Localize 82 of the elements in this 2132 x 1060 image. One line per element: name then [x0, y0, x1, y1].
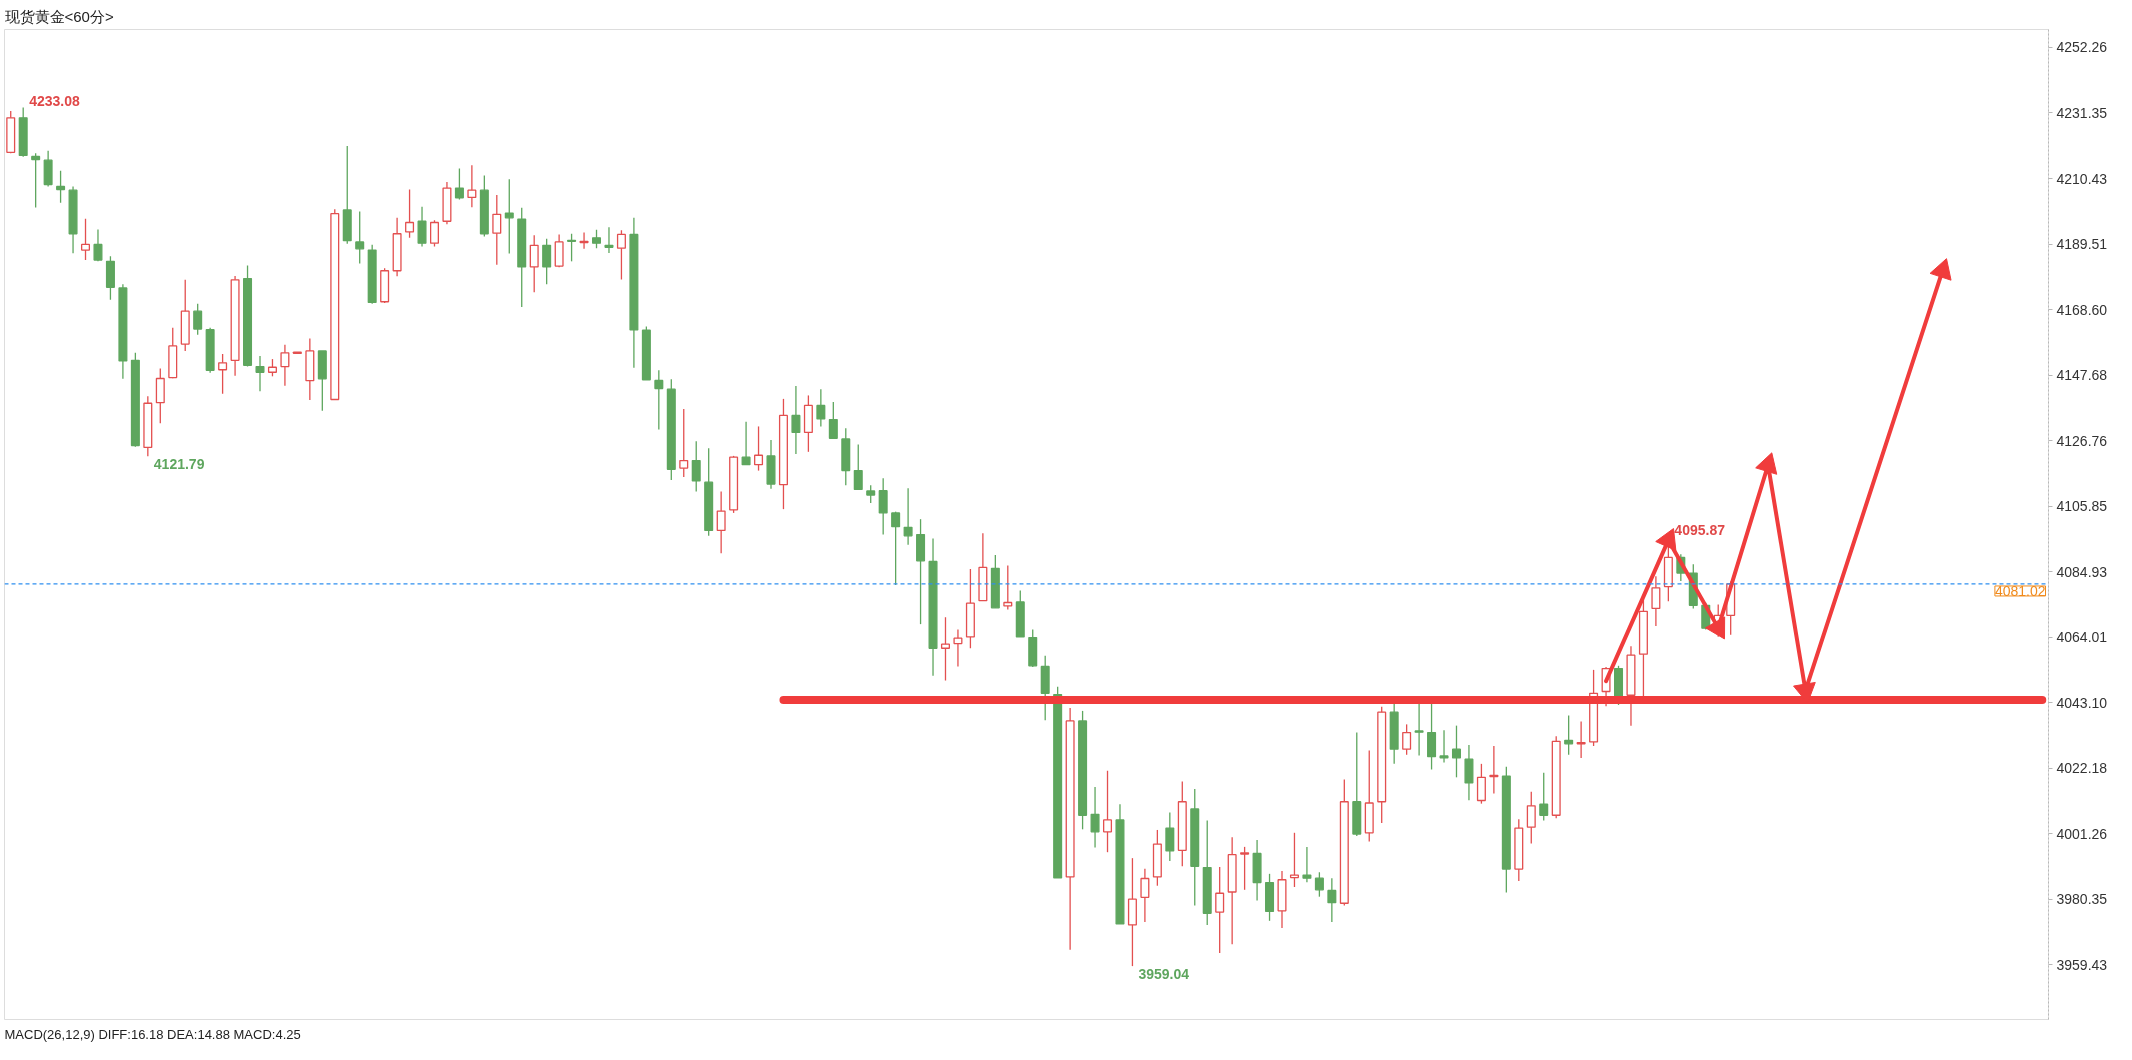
candlestick: [741, 421, 751, 466]
candlestick: [429, 219, 439, 248]
annotation: 4121.79: [153, 456, 205, 473]
candlestick: [691, 440, 701, 493]
candlestick: [504, 178, 514, 255]
chart-title: 现货黄金<60分>: [4, 7, 114, 25]
candlestick: [405, 188, 415, 239]
y-tick-label: 4189.51: [2056, 236, 2108, 253]
candlestick: [903, 487, 913, 546]
candlestick: [1327, 877, 1337, 923]
point: [1755, 452, 1778, 475]
text: MACD(26,12,9) DIFF:16.18 DEA:14.88 MACD:4.25: [4, 1026, 301, 1042]
candlestick: [81, 218, 91, 261]
candlestick: [467, 164, 477, 208]
candlestick: [567, 233, 577, 262]
candlestick: [218, 353, 228, 395]
y-tick-label: 3980.35: [2056, 891, 2108, 908]
candlestick: [280, 344, 290, 387]
annotation: 4233.08: [29, 92, 81, 109]
candlestick: [417, 206, 427, 248]
y-tick-label: 4252.26: [2056, 39, 2108, 56]
candlestick: [754, 425, 764, 472]
candlestick: [492, 194, 502, 266]
candlestick: [1314, 871, 1324, 898]
candlestick: [878, 477, 888, 536]
candlestick: [592, 229, 602, 249]
candlestick: [542, 238, 552, 285]
candlestick: [1526, 791, 1536, 845]
candlestick: [31, 152, 41, 209]
candlestick: [1476, 763, 1486, 805]
y-tick-label: 4001.26: [2056, 825, 2108, 842]
candlestick: [1240, 846, 1250, 891]
candlestick: [654, 369, 664, 431]
candlestick: [1439, 729, 1449, 764]
candlestick: [791, 385, 801, 455]
candlestick: [679, 408, 689, 478]
candlestick: [1651, 575, 1661, 627]
candlestick: [1414, 703, 1424, 757]
candlestick: [255, 355, 265, 392]
point: [1705, 616, 1726, 640]
y-tick-label: 4210.43: [2056, 170, 2108, 187]
candlestick: [1103, 770, 1113, 853]
candlestick: [816, 388, 826, 428]
y-tick-label: 4147.68: [2056, 367, 2108, 384]
y-tick-label: 4168.60: [2056, 301, 2108, 318]
candlestick: [1215, 866, 1225, 954]
candlestick: [355, 210, 365, 265]
candlestick: [940, 616, 950, 682]
candlestick: [1539, 771, 1549, 822]
candlestick: [853, 443, 863, 491]
candlestick: [93, 228, 103, 262]
y-tick-label: 4105.85: [2056, 498, 2108, 515]
candlestick: [1140, 868, 1150, 923]
candlestick: [1302, 846, 1312, 883]
y-tick-label: 4084.93: [2056, 563, 2108, 580]
y-tick-label: 3959.43: [2056, 956, 2108, 973]
candlestick: [953, 628, 963, 668]
y-tick-label: 4043.10: [2056, 694, 2108, 711]
candlestick: [529, 234, 539, 293]
candlestick: [1003, 564, 1013, 611]
candlestick: [716, 490, 726, 554]
candlestick: [1464, 744, 1474, 801]
candlestick: [1165, 811, 1175, 862]
candlestick: [1402, 723, 1412, 756]
candlestick: [891, 511, 901, 586]
candlestick: [1451, 724, 1461, 778]
candlestick: [1289, 832, 1299, 888]
candlestick: [193, 302, 203, 336]
candlestick: [56, 170, 66, 204]
candlestick: [604, 226, 614, 254]
candlestick: [454, 167, 464, 201]
candlestick: [1090, 786, 1100, 849]
candlestick: [616, 229, 626, 281]
annotation: 3959.04: [1138, 966, 1190, 983]
annotation: 4095.87: [1674, 522, 1726, 539]
y-tick-label: 4022.18: [2056, 760, 2108, 777]
ref-line-label: 4081.02: [1994, 582, 2046, 599]
point: [1929, 258, 1952, 281]
candlestick: [828, 401, 838, 439]
y-tick-label: 4231.35: [2056, 104, 2108, 121]
y-tick-label: 4064.01: [2056, 629, 2108, 646]
y-tick-label: 4126.76: [2056, 432, 2108, 449]
